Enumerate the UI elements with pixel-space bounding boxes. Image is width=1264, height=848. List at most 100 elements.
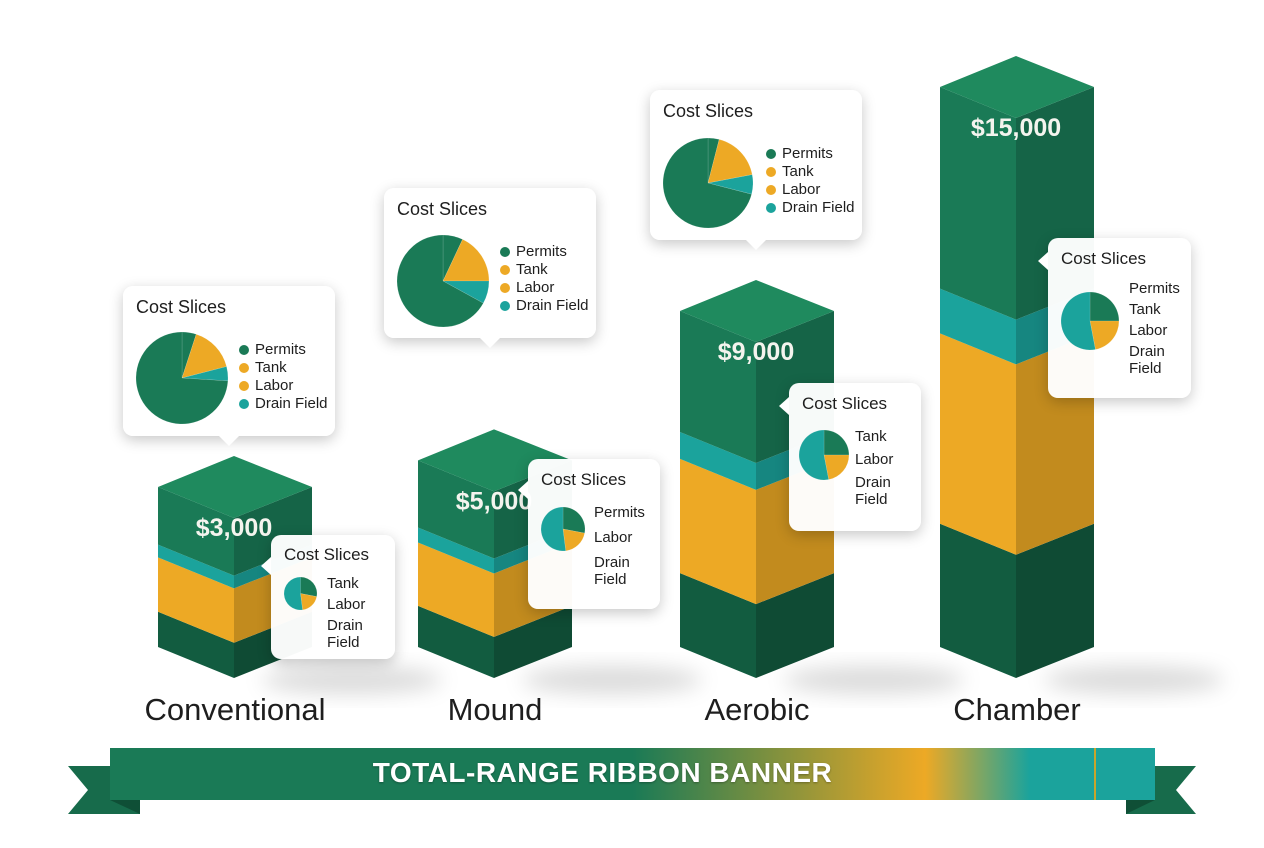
- bar-layer-left: [680, 431, 756, 490]
- pie-slice: [181, 332, 197, 379]
- pie-slice: [541, 507, 567, 551]
- value-label: $15,000: [971, 114, 1061, 142]
- bar-layer-left: [158, 557, 234, 643]
- pie-legend: Permits Tank Labor Drain Field: [500, 243, 589, 315]
- pie-slice: [1089, 320, 1119, 350]
- cost-popup-small-chamber: Cost Slices Permits Tank Labor Drain Fie…: [1038, 238, 1191, 398]
- cost-popup-aerobic: Cost Slices Permits Tank Labor Drain Fie…: [650, 90, 862, 250]
- popup-pointer: [261, 557, 271, 575]
- category-label-mound: Mound: [447, 692, 543, 727]
- bar-layer-left: [680, 311, 756, 463]
- cost-pie: [136, 332, 228, 424]
- pie-legend: Permits Labor Drain Field: [594, 504, 645, 592]
- legend-item-labor: Labor: [500, 279, 589, 297]
- legend-item-tank: Tank: [327, 575, 359, 592]
- cost-pie: [663, 138, 753, 228]
- pie-slice: [181, 366, 228, 382]
- legend-item-labor: Labor: [855, 451, 894, 468]
- legend-item-tank: Tank: [500, 261, 589, 279]
- ribbon-right-fold: [1126, 800, 1155, 814]
- popup-pointer: [746, 240, 766, 250]
- legend-item-drain-field: Drain Field: [1129, 343, 1165, 377]
- bar-layer-left: [158, 611, 234, 678]
- ribbon-left-fold: [110, 800, 140, 814]
- ribbon-body: [110, 748, 1155, 800]
- legend-item-labor: Labor: [327, 596, 366, 613]
- pie-slice: [284, 577, 303, 610]
- bar-top: [940, 56, 1094, 118]
- value-label: $9,000: [718, 338, 794, 366]
- pie-slice: [707, 138, 720, 184]
- bar-layer-left: [940, 288, 1016, 365]
- legend-item-labor: Labor: [766, 181, 855, 199]
- pie-slice: [181, 333, 227, 379]
- popup-title: Cost Slices: [136, 297, 227, 317]
- cost-popup-small-conventional: Cost Slices Tank Labor Drain Field: [261, 535, 395, 659]
- banner-title: TOTAL-RANGE RIBBON BANNER: [372, 757, 833, 788]
- pie-slice: [562, 528, 585, 551]
- legend-item-tank: Tank: [239, 359, 328, 377]
- bar-layer-left: [940, 333, 1016, 555]
- pie-slice: [1061, 292, 1096, 350]
- cost-pie: [799, 430, 849, 480]
- bar-layer-right: [756, 573, 834, 678]
- bar-layer-left: [418, 605, 494, 678]
- cost-popup-conventional: Cost Slices Permits Tank Labor Drain Fie…: [123, 286, 335, 446]
- cost-pie: [1061, 292, 1119, 350]
- bar-layer-left: [940, 523, 1016, 678]
- bar-shadow: [784, 666, 964, 694]
- legend-item-permits: Permits: [1129, 280, 1180, 297]
- legend-item-tank: Tank: [766, 163, 855, 181]
- bar-shadow: [522, 666, 702, 694]
- pie-legend: Permits Tank Labor Drain Field: [239, 341, 328, 413]
- popup-title: Cost Slices: [284, 545, 370, 564]
- cost-popup-small-mound: Cost Slices Permits Labor Drain Field: [518, 459, 660, 609]
- bar-layer-left: [940, 87, 1016, 320]
- pie-legend: Tank Labor Drain Field: [327, 575, 377, 655]
- category-label-chamber: Chamber: [953, 692, 1081, 727]
- cost-pie: [397, 235, 489, 327]
- pie-slice: [300, 577, 317, 597]
- bar-top: [158, 456, 312, 518]
- pie-slice: [442, 235, 463, 282]
- bar-layer-left: [418, 527, 494, 574]
- cost-popup-small-aerobic: Cost Slices Tank Labor Drain Field: [779, 383, 921, 531]
- pie-slice: [663, 138, 752, 228]
- pie-legend: Permits Tank Labor Drain Field: [766, 145, 855, 217]
- popup-title: Cost Slices: [541, 470, 627, 489]
- popup-pointer: [779, 397, 789, 415]
- pie-slice: [136, 332, 228, 424]
- value-label: $3,000: [196, 514, 272, 542]
- pie-slice: [799, 430, 829, 480]
- cost-pie: [541, 507, 585, 551]
- popup-pointer: [1038, 252, 1048, 270]
- popup-pointer: [219, 436, 239, 446]
- pie-legend: Tank Labor Drain Field: [855, 428, 905, 512]
- cost-pie: [284, 577, 317, 610]
- pie-slice: [397, 235, 484, 327]
- cost-popup-mound: Cost Slices Permits Tank Labor Drain Fie…: [384, 188, 596, 348]
- legend-item-permits: Permits: [594, 504, 645, 521]
- bar-layer-left: [158, 544, 234, 589]
- pie-slice: [707, 174, 753, 195]
- legend-item-drain-field: Drain Field: [855, 474, 891, 508]
- legend-item-permits: Permits: [239, 341, 328, 359]
- popup-pointer: [480, 338, 500, 348]
- legend-item-drain-field: Drain Field: [766, 199, 855, 217]
- popup-title: Cost Slices: [802, 394, 888, 413]
- legend-item-tank: Tank: [855, 428, 887, 445]
- bar-shadow: [262, 666, 442, 694]
- legend-item-labor: Labor: [1129, 322, 1168, 339]
- bar-layer-left: [418, 542, 494, 637]
- bar-shadow: [1044, 666, 1224, 694]
- bar-aerobic: $9,000: [680, 280, 964, 694]
- bar-top: [418, 429, 572, 492]
- pie-slice: [562, 507, 585, 534]
- pie-slice: [823, 454, 849, 480]
- bar-layer-left: [158, 487, 234, 576]
- legend-item-permits: Permits: [500, 243, 589, 261]
- bar-top: [680, 280, 834, 342]
- popup-title: Cost Slices: [397, 199, 488, 219]
